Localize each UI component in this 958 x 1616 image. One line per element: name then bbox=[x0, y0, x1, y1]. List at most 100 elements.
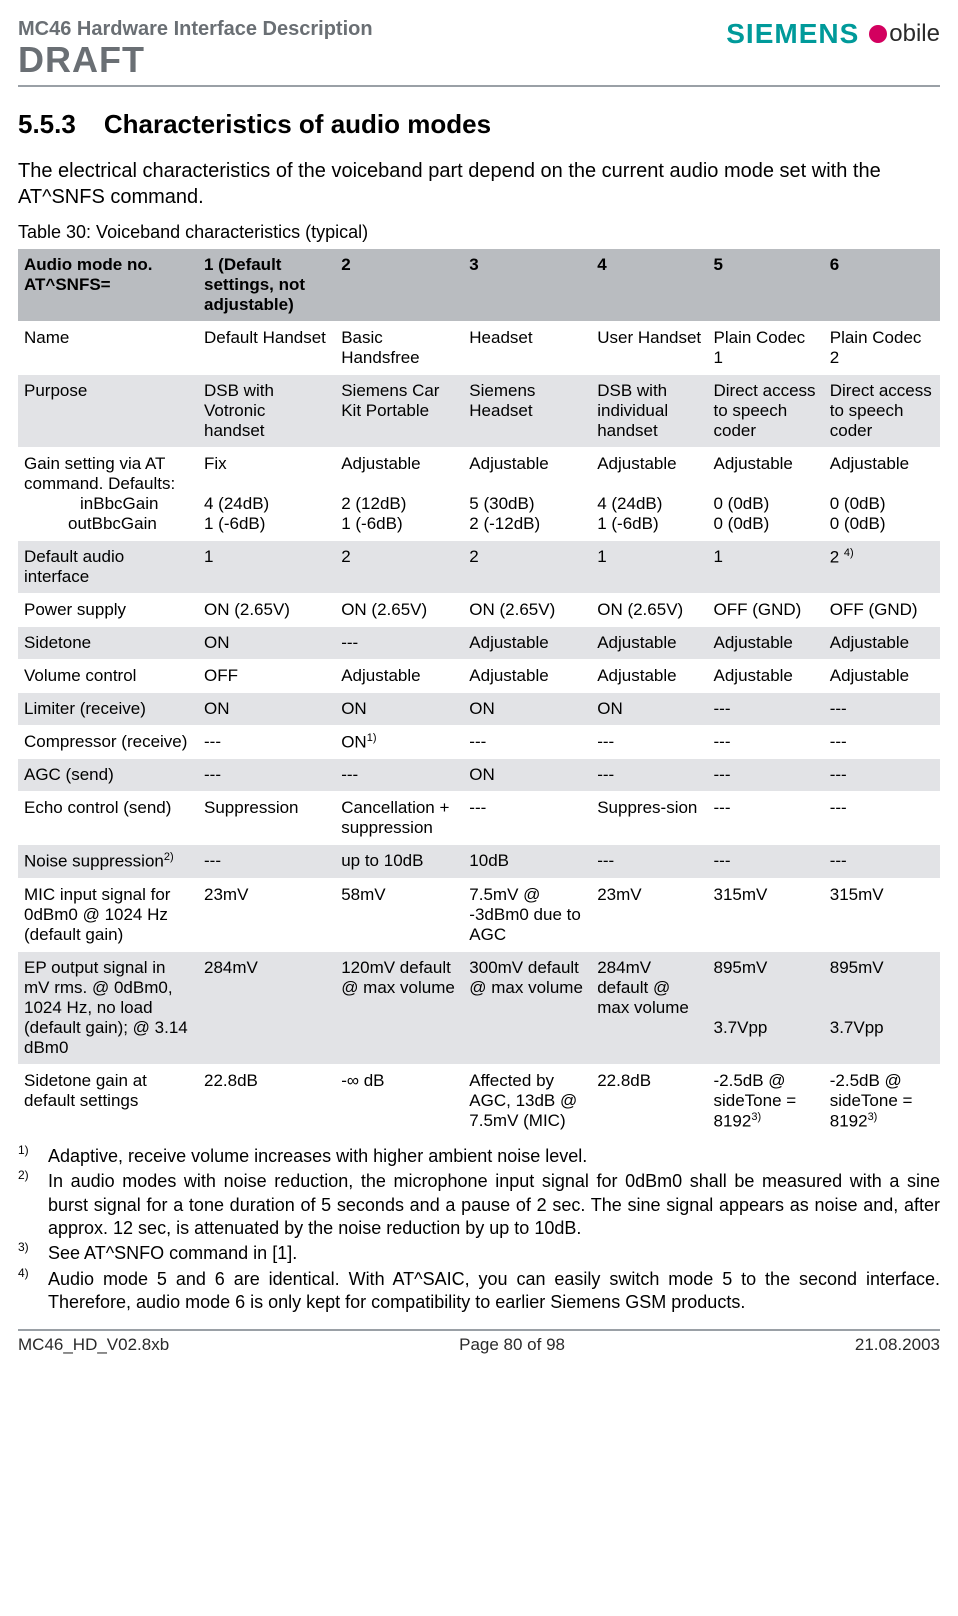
cell-line: Adjustable bbox=[830, 454, 909, 473]
section-intro: The electrical characteristics of the vo… bbox=[18, 158, 940, 210]
table-row: Default audio interface 1 2 2 1 1 2 4) bbox=[18, 540, 940, 593]
fn-num: 4) bbox=[18, 1266, 48, 1313]
cell: Plain Codec 2 bbox=[824, 321, 940, 374]
cell: Adjustable bbox=[708, 626, 824, 659]
table-row: Echo control (send) Suppression Cancella… bbox=[18, 792, 940, 845]
cell: Adjustable 0 (0dB) 0 (0dB) bbox=[824, 447, 940, 540]
cell: Siemens Headset bbox=[463, 374, 591, 447]
row-label: Gain setting via AT command. Defaults: i… bbox=[18, 447, 198, 540]
cell: 2 bbox=[463, 540, 591, 593]
row-label: AGC (send) bbox=[18, 759, 198, 792]
voiceband-table: Audio mode no. AT^SNFS= 1 (Default setti… bbox=[18, 249, 940, 1139]
table-row: Gain setting via AT command. Defaults: i… bbox=[18, 447, 940, 540]
table-caption: Table 30: Voiceband characteristics (typ… bbox=[18, 222, 940, 243]
cell: OFF bbox=[198, 659, 335, 692]
table-row: Sidetone ON --- Adjustable Adjustable Ad… bbox=[18, 626, 940, 659]
cell: --- bbox=[824, 725, 940, 759]
cell: 284mV bbox=[198, 952, 335, 1065]
cell: Siemens Car Kit Portable bbox=[335, 374, 463, 447]
cell-text: ON bbox=[341, 732, 367, 751]
cell: OFF (GND) bbox=[708, 593, 824, 626]
sup-4: 4) bbox=[844, 547, 854, 559]
cell: DSB with individual handset bbox=[591, 374, 707, 447]
hdr-c4: 4 bbox=[591, 249, 707, 322]
cell: Fix 4 (24dB) 1 (-6dB) bbox=[198, 447, 335, 540]
fn-text: In audio modes with noise reduction, the… bbox=[48, 1170, 940, 1240]
cell: ON (2.65V) bbox=[591, 593, 707, 626]
cell: ON1) bbox=[335, 725, 463, 759]
cell-line: Fix bbox=[204, 454, 227, 473]
cell: --- bbox=[824, 759, 940, 792]
cell: Adjustable bbox=[708, 659, 824, 692]
row-label: Limiter (receive) bbox=[18, 692, 198, 725]
cell: ON bbox=[198, 692, 335, 725]
cell-line: Adjustable bbox=[597, 454, 676, 473]
footer-right: 21.08.2003 bbox=[855, 1335, 940, 1355]
table-row: Sidetone gain at default settings 22.8dB… bbox=[18, 1065, 940, 1139]
cell: -2.5dB @ sideTone = 81923) bbox=[708, 1065, 824, 1139]
table-row: MIC input signal for 0dBm0 @ 1024 Hz (de… bbox=[18, 879, 940, 952]
table-row: Noise suppression2) --- up to 10dB 10dB … bbox=[18, 845, 940, 879]
table-row: Power supply ON (2.65V) ON (2.65V) ON (2… bbox=[18, 593, 940, 626]
cell: 2 4) bbox=[824, 540, 940, 593]
cell: 315mV bbox=[824, 879, 940, 952]
cell-line: 3.7Vpp bbox=[830, 1018, 884, 1037]
cell-line: Adjustable bbox=[714, 454, 793, 473]
row-label: Noise suppression2) bbox=[18, 845, 198, 879]
cell: --- bbox=[591, 725, 707, 759]
cell: --- bbox=[708, 759, 824, 792]
hdr-c6: 6 bbox=[824, 249, 940, 322]
cell: Adjustable 0 (0dB) 0 (0dB) bbox=[708, 447, 824, 540]
cell-line: Adjustable bbox=[469, 454, 548, 473]
row-label: Name bbox=[18, 321, 198, 374]
cell: Adjustable bbox=[824, 659, 940, 692]
footer-center: Page 80 of 98 bbox=[459, 1335, 565, 1355]
cell: Cancellation + suppression bbox=[335, 792, 463, 845]
row-label: EP output signal in mV rms. @ 0dBm0, 102… bbox=[18, 952, 198, 1065]
cell: Suppression bbox=[198, 792, 335, 845]
cell: --- bbox=[198, 725, 335, 759]
mobile-text: obile bbox=[889, 20, 940, 48]
row-label: Compressor (receive) bbox=[18, 725, 198, 759]
page-header: MC46 Hardware Interface Description DRAF… bbox=[18, 18, 940, 87]
fn-text: See AT^SNFO command in [1]. bbox=[48, 1242, 940, 1265]
cell-line: 5 (30dB) bbox=[469, 494, 534, 513]
cell: --- bbox=[708, 725, 824, 759]
cell: Adjustable 2 (12dB) 1 (-6dB) bbox=[335, 447, 463, 540]
section-heading: 5.5.3 Characteristics of audio modes bbox=[18, 109, 940, 140]
hdr-c2: 2 bbox=[335, 249, 463, 322]
cell: --- bbox=[824, 792, 940, 845]
cell: --- bbox=[335, 626, 463, 659]
cell-line: 4 (24dB) bbox=[597, 494, 662, 513]
cell: 895mV 3.7Vpp bbox=[708, 952, 824, 1065]
cell: ON (2.65V) bbox=[463, 593, 591, 626]
fn-num: 3) bbox=[18, 1240, 48, 1263]
cell: --- bbox=[463, 792, 591, 845]
cell: Basic Handsfree bbox=[335, 321, 463, 374]
cell-line: 1 (-6dB) bbox=[341, 514, 402, 533]
cell-line: 2 (12dB) bbox=[341, 494, 406, 513]
cell: --- bbox=[708, 845, 824, 879]
gain-label-main: Gain setting via AT command. Defaults: bbox=[24, 454, 175, 493]
cell: 315mV bbox=[708, 879, 824, 952]
cell: ON bbox=[463, 692, 591, 725]
cell: ON (2.65V) bbox=[198, 593, 335, 626]
cell-line: 895mV bbox=[830, 958, 884, 977]
cell: Affected by AGC, 13dB @ 7.5mV (MIC) bbox=[463, 1065, 591, 1139]
row-label: Purpose bbox=[18, 374, 198, 447]
gain-label-out: outBbcGain bbox=[24, 514, 192, 534]
siemens-mobile-logo: SIEMENS obile bbox=[726, 18, 940, 50]
cell: 1 bbox=[198, 540, 335, 593]
cell: ON bbox=[198, 626, 335, 659]
cell: ON bbox=[335, 692, 463, 725]
cell: 22.8dB bbox=[198, 1065, 335, 1139]
footnote-4: 4) Audio mode 5 and 6 are identical. Wit… bbox=[18, 1268, 940, 1315]
header-left: MC46 Hardware Interface Description DRAF… bbox=[18, 18, 373, 79]
cell: 10dB bbox=[463, 845, 591, 879]
table-row: Volume control OFF Adjustable Adjustable… bbox=[18, 659, 940, 692]
cell: Direct access to speech coder bbox=[708, 374, 824, 447]
row-label: Echo control (send) bbox=[18, 792, 198, 845]
cell: 1 bbox=[708, 540, 824, 593]
table-header-row: Audio mode no. AT^SNFS= 1 (Default setti… bbox=[18, 249, 940, 322]
cell: Adjustable bbox=[591, 626, 707, 659]
